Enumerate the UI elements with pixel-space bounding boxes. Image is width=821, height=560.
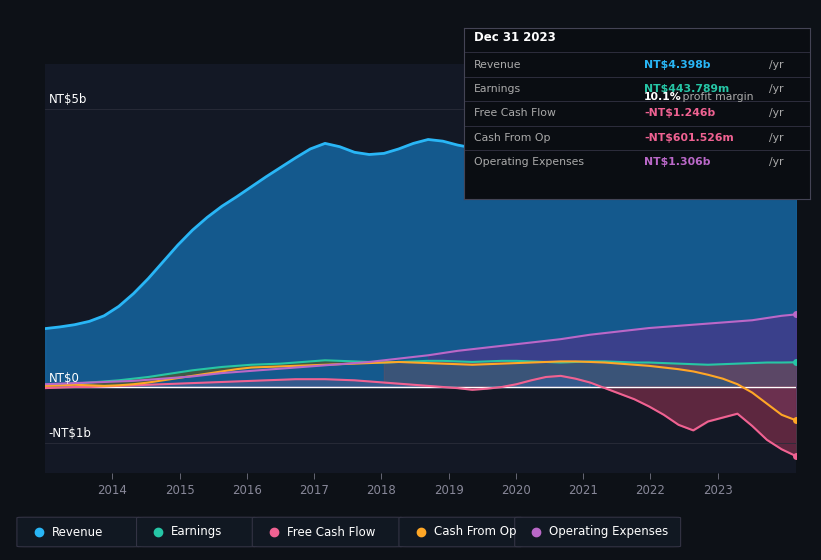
Text: Cash From Op: Cash From Op	[433, 525, 516, 539]
Text: 10.1%: 10.1%	[644, 92, 681, 102]
FancyBboxPatch shape	[252, 517, 403, 547]
Text: Operating Expenses: Operating Expenses	[475, 157, 585, 167]
Text: Revenue: Revenue	[52, 525, 103, 539]
Text: Revenue: Revenue	[475, 59, 522, 69]
Text: profit margin: profit margin	[679, 92, 753, 102]
FancyBboxPatch shape	[515, 517, 681, 547]
Text: NT$5b: NT$5b	[48, 93, 87, 106]
Text: Earnings: Earnings	[475, 84, 521, 94]
Text: Free Cash Flow: Free Cash Flow	[287, 525, 375, 539]
Text: NT$0: NT$0	[48, 372, 80, 385]
FancyBboxPatch shape	[136, 517, 256, 547]
Text: Operating Expenses: Operating Expenses	[549, 525, 668, 539]
Text: /yr: /yr	[768, 84, 783, 94]
Text: Cash From Op: Cash From Op	[475, 133, 551, 143]
Text: Free Cash Flow: Free Cash Flow	[475, 109, 556, 118]
Text: NT$443.789m: NT$443.789m	[644, 84, 729, 94]
Text: Dec 31 2023: Dec 31 2023	[475, 31, 556, 44]
Text: -NT$601.526m: -NT$601.526m	[644, 133, 734, 143]
Text: -NT$1b: -NT$1b	[48, 427, 91, 440]
FancyBboxPatch shape	[17, 517, 140, 547]
Text: NT$4.398b: NT$4.398b	[644, 59, 710, 69]
Text: /yr: /yr	[768, 133, 783, 143]
Text: NT$1.306b: NT$1.306b	[644, 157, 710, 167]
Text: -NT$1.246b: -NT$1.246b	[644, 109, 715, 118]
Text: Earnings: Earnings	[172, 525, 222, 539]
FancyBboxPatch shape	[399, 517, 522, 547]
Text: /yr: /yr	[768, 109, 783, 118]
Text: /yr: /yr	[768, 157, 783, 167]
Text: /yr: /yr	[768, 59, 783, 69]
